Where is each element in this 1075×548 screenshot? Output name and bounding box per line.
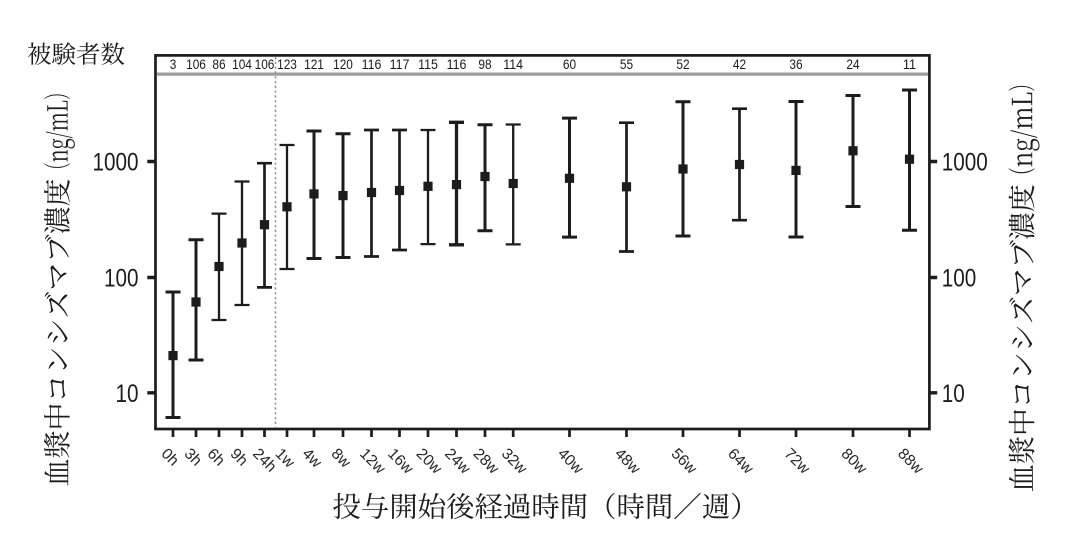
svg-text:10: 10 [942,380,965,408]
svg-text:114: 114 [503,57,523,72]
svg-text:3: 3 [170,57,177,72]
svg-text:100: 100 [104,265,139,293]
svg-text:123: 123 [277,57,297,72]
svg-text:120: 120 [333,57,353,72]
svg-text:106: 106 [255,57,275,72]
svg-text:86: 86 [212,57,225,72]
svg-text:106: 106 [186,57,206,72]
svg-text:52: 52 [676,57,689,72]
svg-text:1000: 1000 [942,149,988,177]
svg-text:11: 11 [903,57,916,72]
svg-text:60: 60 [563,57,576,72]
svg-text:115: 115 [418,57,438,72]
svg-text:104: 104 [232,57,252,72]
svg-text:55: 55 [620,57,633,72]
svg-text:100: 100 [942,265,977,293]
svg-text:10: 10 [116,380,139,408]
svg-text:121: 121 [304,57,324,72]
svg-text:98: 98 [478,57,491,72]
svg-text:24: 24 [846,57,860,72]
svg-text:42: 42 [733,57,746,72]
svg-text:116: 116 [362,57,382,72]
svg-text:116: 116 [447,57,467,72]
svg-text:1000: 1000 [93,149,139,177]
svg-text:117: 117 [390,57,410,72]
svg-text:36: 36 [789,57,802,72]
